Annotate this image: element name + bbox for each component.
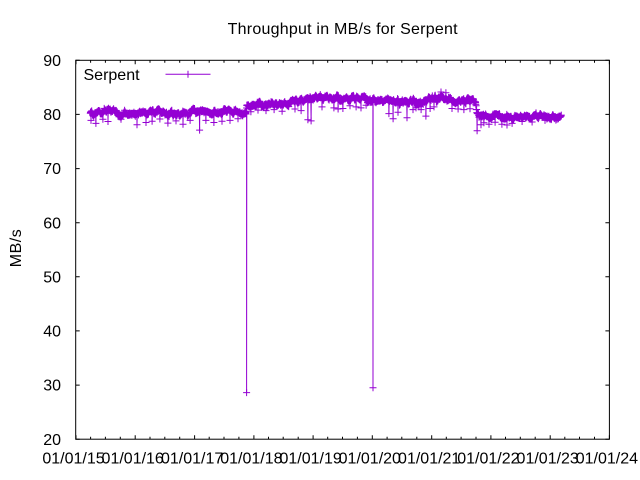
svg-text:01/01/16: 01/01/16 (102, 450, 164, 467)
svg-text:01/01/19: 01/01/19 (279, 450, 341, 467)
svg-text:30: 30 (43, 378, 61, 395)
svg-text:Throughput in MB/s for Serpent: Throughput in MB/s for Serpent (228, 21, 458, 38)
svg-text:90: 90 (43, 53, 61, 70)
svg-text:60: 60 (43, 215, 61, 232)
svg-text:Serpent: Serpent (84, 67, 141, 84)
svg-text:01/01/17: 01/01/17 (161, 450, 223, 467)
svg-text:80: 80 (43, 107, 61, 124)
svg-text:01/01/24: 01/01/24 (576, 450, 638, 467)
svg-text:50: 50 (43, 269, 61, 286)
svg-text:01/01/22: 01/01/22 (457, 450, 519, 467)
svg-text:01/01/18: 01/01/18 (220, 450, 282, 467)
svg-text:MB/s: MB/s (8, 229, 25, 267)
svg-text:70: 70 (43, 161, 61, 178)
svg-text:01/01/15: 01/01/15 (42, 450, 104, 467)
svg-text:01/01/23: 01/01/23 (517, 450, 579, 467)
svg-text:01/01/20: 01/01/20 (339, 450, 401, 467)
svg-text:20: 20 (43, 432, 61, 449)
svg-text:40: 40 (43, 324, 61, 341)
svg-text:01/01/21: 01/01/21 (398, 450, 460, 467)
